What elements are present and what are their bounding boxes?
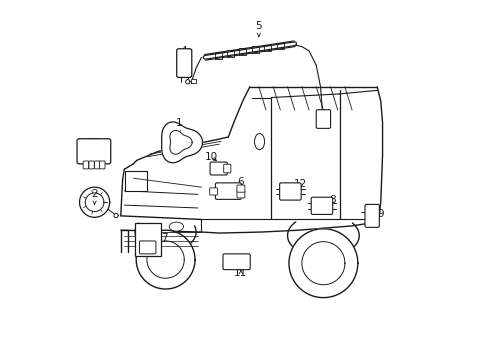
Polygon shape <box>162 122 202 163</box>
FancyBboxPatch shape <box>139 241 156 254</box>
FancyBboxPatch shape <box>209 188 217 195</box>
Polygon shape <box>125 171 147 191</box>
Polygon shape <box>288 229 357 298</box>
FancyBboxPatch shape <box>223 164 230 173</box>
Text: 6: 6 <box>230 177 244 187</box>
FancyBboxPatch shape <box>316 110 330 129</box>
Polygon shape <box>227 259 233 265</box>
FancyBboxPatch shape <box>135 223 160 256</box>
Polygon shape <box>145 246 149 249</box>
Text: 1: 1 <box>176 118 182 134</box>
FancyBboxPatch shape <box>223 254 250 270</box>
FancyBboxPatch shape <box>176 49 191 77</box>
Text: 5: 5 <box>255 21 262 37</box>
Ellipse shape <box>169 222 183 231</box>
FancyBboxPatch shape <box>94 161 100 169</box>
Text: 12: 12 <box>293 179 306 189</box>
FancyBboxPatch shape <box>83 161 88 169</box>
Polygon shape <box>233 259 239 265</box>
FancyBboxPatch shape <box>237 185 244 192</box>
FancyBboxPatch shape <box>77 139 110 164</box>
FancyBboxPatch shape <box>210 162 227 175</box>
Polygon shape <box>185 80 190 84</box>
Text: 4: 4 <box>180 46 186 62</box>
FancyBboxPatch shape <box>279 183 301 200</box>
Polygon shape <box>136 230 195 289</box>
FancyBboxPatch shape <box>310 197 332 215</box>
Text: 10: 10 <box>204 152 217 162</box>
Text: 9: 9 <box>373 209 383 219</box>
Text: 3: 3 <box>91 141 98 158</box>
FancyBboxPatch shape <box>215 183 241 199</box>
Polygon shape <box>114 213 118 218</box>
FancyBboxPatch shape <box>89 161 94 169</box>
Polygon shape <box>169 130 192 154</box>
Polygon shape <box>142 246 145 249</box>
FancyBboxPatch shape <box>100 161 105 169</box>
Text: 11: 11 <box>234 268 247 278</box>
Ellipse shape <box>254 134 264 150</box>
Polygon shape <box>149 246 153 249</box>
Text: 7: 7 <box>158 233 168 243</box>
Polygon shape <box>239 259 244 265</box>
Polygon shape <box>144 228 151 235</box>
Polygon shape <box>80 187 109 217</box>
FancyBboxPatch shape <box>237 191 244 198</box>
FancyBboxPatch shape <box>364 204 379 227</box>
Text: 2: 2 <box>91 189 98 204</box>
Text: 8: 8 <box>323 195 335 205</box>
